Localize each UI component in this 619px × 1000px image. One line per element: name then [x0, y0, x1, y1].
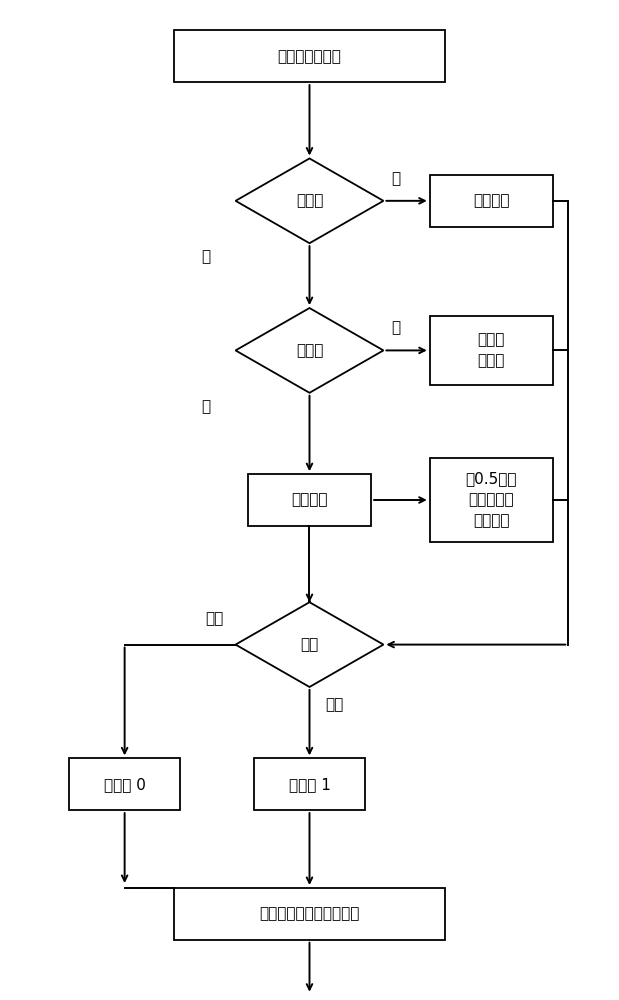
Polygon shape — [236, 308, 383, 393]
Text: 否: 否 — [202, 249, 211, 264]
Text: 求权值和: 求权值和 — [473, 193, 509, 208]
Text: 中间值法: 中间值法 — [292, 493, 327, 508]
Polygon shape — [236, 158, 383, 243]
FancyBboxPatch shape — [69, 758, 180, 810]
FancyBboxPatch shape — [174, 888, 445, 940]
Text: 组成新的二值化伪随机码: 组成新的二值化伪随机码 — [259, 906, 360, 921]
Polygon shape — [236, 602, 383, 687]
Text: 排序法: 排序法 — [296, 343, 323, 358]
FancyBboxPatch shape — [430, 175, 553, 227]
FancyBboxPatch shape — [254, 758, 365, 810]
Text: 是: 是 — [391, 320, 400, 335]
Text: 大于: 大于 — [325, 697, 343, 712]
FancyBboxPatch shape — [248, 474, 371, 526]
Text: 取数值 0: 取数值 0 — [104, 777, 145, 792]
Text: 取数值 1: 取数值 1 — [288, 777, 331, 792]
FancyBboxPatch shape — [430, 316, 553, 385]
FancyBboxPatch shape — [174, 30, 445, 82]
Text: 比较: 比较 — [300, 637, 319, 652]
Text: 是: 是 — [391, 171, 400, 186]
Text: 否: 否 — [202, 399, 211, 414]
Text: 小于: 小于 — [205, 611, 223, 626]
Text: 排序求
中间值: 排序求 中间值 — [478, 332, 505, 368]
Text: 取实数伪随机数: 取实数伪随机数 — [277, 49, 342, 64]
FancyBboxPatch shape — [430, 458, 553, 542]
Text: 权值法: 权值法 — [296, 193, 323, 208]
Text: 求0.5倍的
极值差与最
小值之和: 求0.5倍的 极值差与最 小值之和 — [465, 472, 517, 528]
